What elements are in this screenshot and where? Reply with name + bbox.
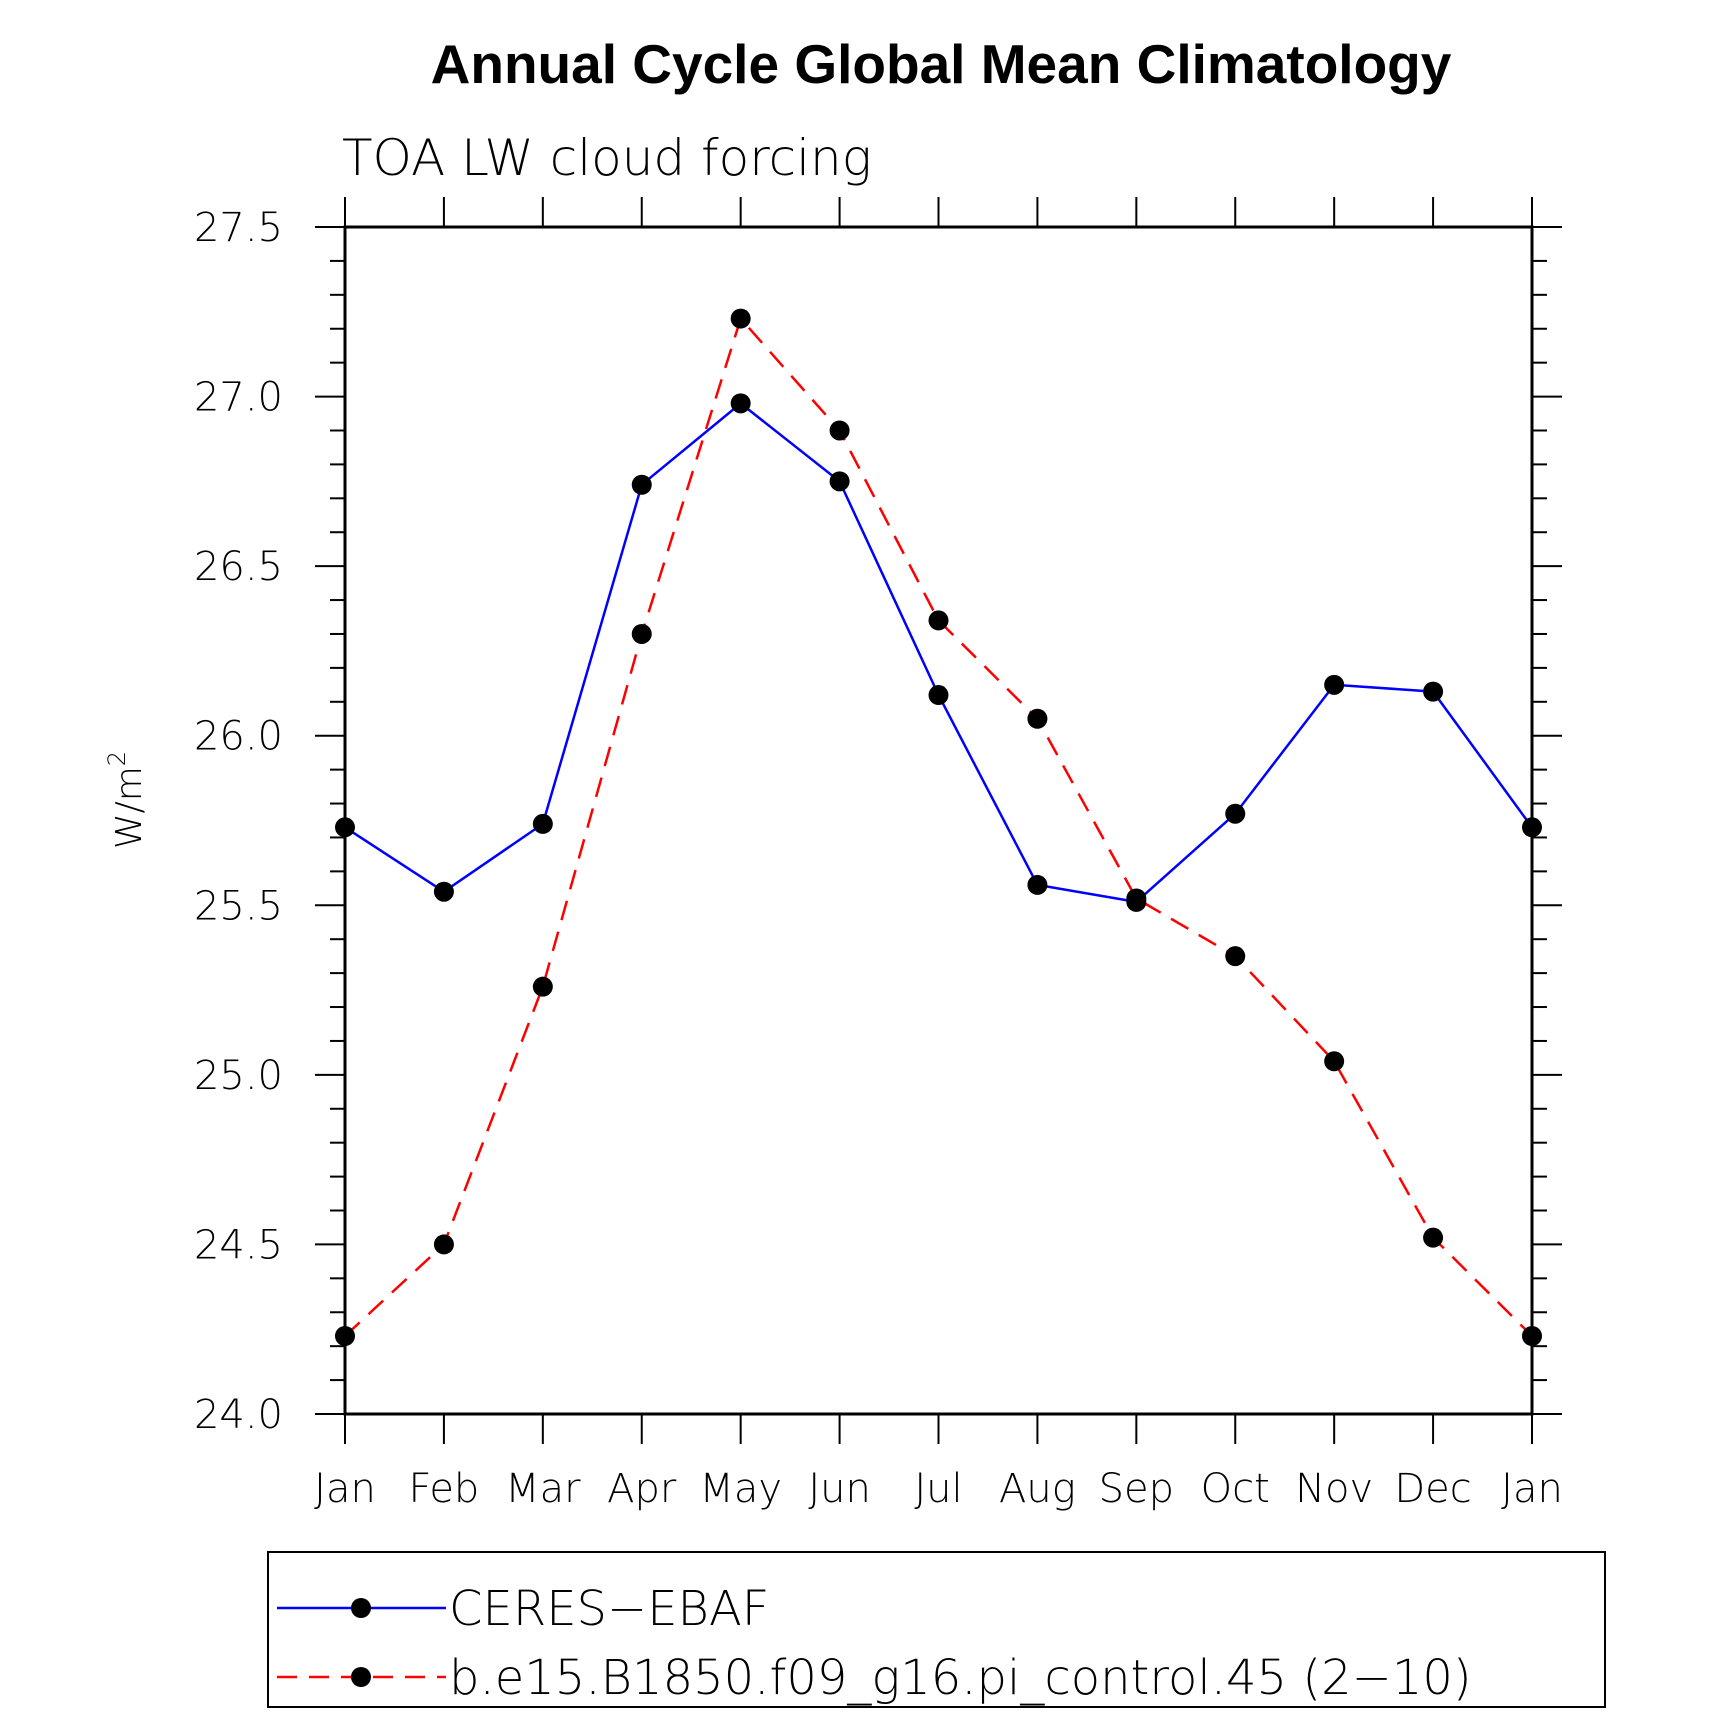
y-tick-label: 25.5 [194, 883, 283, 929]
x-tick-labels: Jan Feb Mar Apr May Jun Jul Aug Sep Oct Nov Dec Jan [314, 1466, 1563, 1512]
series-line [344, 401, 1534, 904]
x-tick-label: Feb [409, 1466, 480, 1512]
y-axis-label: W/m2 [103, 751, 150, 849]
data-point [631, 623, 652, 644]
data-point [631, 474, 652, 495]
x-tick-label: Mar [505, 1466, 581, 1512]
legend-marker [351, 1667, 371, 1687]
x-tick-label: May [699, 1466, 782, 1512]
chart-title: Annual Cycle Global Mean Climatology [431, 33, 1452, 95]
x-tick-label: Jan [314, 1466, 376, 1512]
data-point [829, 471, 850, 492]
y-axis-label-superscript: 2 [103, 751, 131, 766]
x-tick-label: Nov [1295, 1466, 1373, 1512]
series-line [344, 316, 1533, 1337]
data-point [433, 881, 454, 902]
legend-box [267, 1551, 1606, 1708]
y-tick-label: 25.0 [194, 1053, 283, 1099]
svg-text:W/m2: W/m2 [103, 751, 150, 849]
y-axis-label-text: W/m [109, 766, 150, 849]
legend-marker [351, 1598, 371, 1618]
x-tick-label: Jun [808, 1466, 871, 1512]
chart-subtitle: TOA LW cloud forcing [342, 129, 872, 187]
legend-label: b.e15.B1850.f09_g16.pi_control.45 (2−10) [449, 1650, 1472, 1706]
data-point [532, 976, 553, 997]
data-point [928, 610, 949, 631]
y-tick-labels: 24.0 24.5 25.0 25.5 26.0 26.5 27.0 27.5 [194, 205, 283, 1438]
y-tick-label: 24.5 [194, 1222, 283, 1268]
data-point [730, 308, 751, 329]
y-tick-label: 27.0 [194, 375, 283, 421]
data-point [730, 393, 751, 414]
data-point [1423, 1227, 1444, 1248]
data-point [1522, 1325, 1542, 1346]
data-point [1423, 681, 1444, 702]
data-point [1324, 1051, 1345, 1072]
x-tick-label: Jan [1501, 1466, 1563, 1512]
legend: CERES−EBAF b.e15.B1850.f09_g16.pi_control… [277, 1581, 1472, 1706]
axis-ticks [315, 197, 1562, 1444]
data-point [928, 685, 949, 706]
data-point [532, 813, 553, 834]
data-point [1126, 888, 1147, 909]
data-point [433, 1234, 454, 1255]
plot-frame [343, 225, 1534, 1416]
data-point [1324, 674, 1345, 695]
data-point [1225, 803, 1246, 824]
x-tick-label: Jul [914, 1466, 962, 1512]
data-point [1522, 817, 1542, 838]
legend-label: CERES−EBAF [449, 1581, 769, 1637]
x-tick-label: Apr [607, 1466, 677, 1512]
data-point [1027, 708, 1048, 729]
series-layer [335, 308, 1542, 1346]
data-point [1225, 946, 1246, 967]
y-tick-label: 24.0 [194, 1392, 283, 1438]
y-tick-label: 26.5 [194, 544, 283, 590]
data-point [335, 817, 355, 838]
y-tick-label: 26.0 [194, 714, 283, 760]
x-tick-label: Oct [1201, 1466, 1270, 1512]
data-point [335, 1325, 355, 1346]
x-tick-label: Aug [999, 1466, 1076, 1512]
x-tick-label: Dec [1394, 1466, 1471, 1512]
x-tick-label: Sep [1099, 1466, 1174, 1512]
data-point [829, 420, 850, 441]
data-point [1027, 874, 1048, 895]
y-tick-label: 27.5 [194, 205, 283, 251]
